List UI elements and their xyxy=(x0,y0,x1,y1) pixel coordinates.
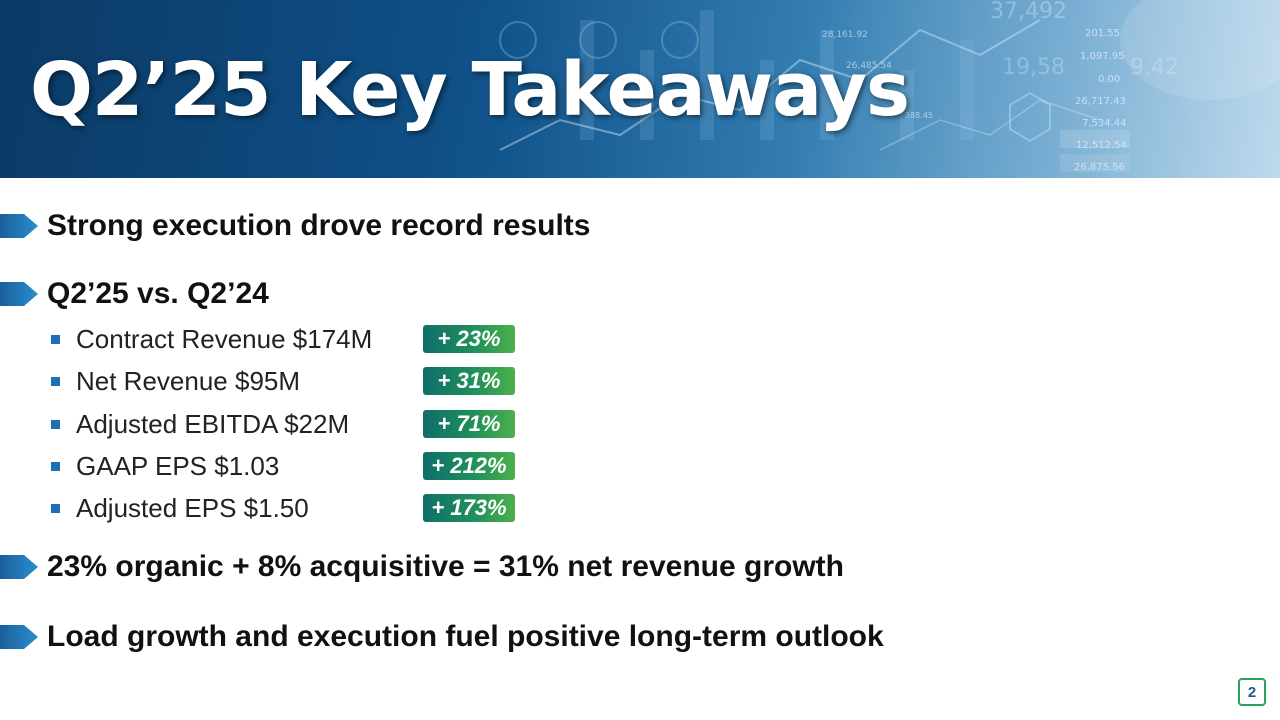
metric-label: GAAP EPS $1.03 xyxy=(76,451,280,481)
metric-label: Net Revenue $95M xyxy=(76,366,301,396)
banner-number: 12,512.54 xyxy=(1076,140,1127,151)
square-bullet-icon xyxy=(51,504,60,513)
banner-number: 26,485.54 xyxy=(846,61,892,71)
metric-label: Contract Revenue $174M xyxy=(76,324,373,354)
metric-row: GAAP EPS $1.03 + 212% xyxy=(0,448,560,484)
bullet-text: Load growth and execution fuel positive … xyxy=(47,620,884,653)
page-number: 2 xyxy=(1238,678,1266,706)
banner-decoration: 37,492 28,161.92 26,485.54 201.55 1,097.… xyxy=(499,0,1280,178)
arrow-bullet-icon xyxy=(0,214,38,238)
page-title: Q2’25 Key Takeaways xyxy=(30,47,910,133)
square-bullet-icon xyxy=(51,420,60,429)
growth-badge: + 23% xyxy=(423,325,515,353)
metric-row: Net Revenue $95M + 31% xyxy=(0,363,560,399)
bullet-text: Strong execution drove record results xyxy=(47,209,591,242)
bullet-item: 23% organic + 8% acquisitive = 31% net r… xyxy=(0,547,844,587)
banner-number: 28,161.92 xyxy=(822,30,868,40)
banner-number: 26,875.56 xyxy=(1074,162,1125,173)
metric-row: Adjusted EBITDA $22M + 71% xyxy=(0,406,560,442)
banner-number: 9.42 xyxy=(1130,55,1179,80)
arrow-bullet-icon xyxy=(0,282,38,306)
bullet-item: Q2’25 vs. Q2’24 xyxy=(0,274,269,314)
banner-number: 388.45 xyxy=(905,111,933,120)
square-bullet-icon xyxy=(51,335,60,344)
square-bullet-icon xyxy=(51,377,60,386)
metric-label: Adjusted EBITDA $22M xyxy=(76,409,350,439)
banner-number: 1,097.95 xyxy=(1080,51,1125,62)
arrow-bullet-icon xyxy=(0,555,38,579)
metric-row: Contract Revenue $174M + 23% xyxy=(0,321,560,357)
arrow-bullet-icon xyxy=(0,625,38,649)
metric-label: Adjusted EPS $1.50 xyxy=(76,493,309,523)
metric-row: Adjusted EPS $1.50 + 173% xyxy=(0,490,560,526)
banner-number: 19,58 xyxy=(1002,55,1065,80)
banner-number: 26,717.43 xyxy=(1075,96,1126,107)
square-bullet-icon xyxy=(51,462,60,471)
growth-badge: + 31% xyxy=(423,367,515,395)
growth-badge: + 71% xyxy=(423,410,515,438)
bullet-text: Q2’25 vs. Q2’24 xyxy=(47,277,269,310)
growth-badge: + 173% xyxy=(423,494,515,522)
banner-number: 0.00 xyxy=(1098,74,1120,85)
bullet-item: Load growth and execution fuel positive … xyxy=(0,617,884,657)
banner-number: 201.55 xyxy=(1085,28,1120,39)
banner-number: 37,492 xyxy=(990,0,1067,24)
title-banner: 37,492 28,161.92 26,485.54 201.55 1,097.… xyxy=(0,0,1280,178)
bullet-text: 23% organic + 8% acquisitive = 31% net r… xyxy=(47,550,844,583)
banner-number: 7,534.44 xyxy=(1082,118,1127,129)
bullet-item: Strong execution drove record results xyxy=(0,206,590,246)
growth-badge: + 212% xyxy=(423,452,515,480)
